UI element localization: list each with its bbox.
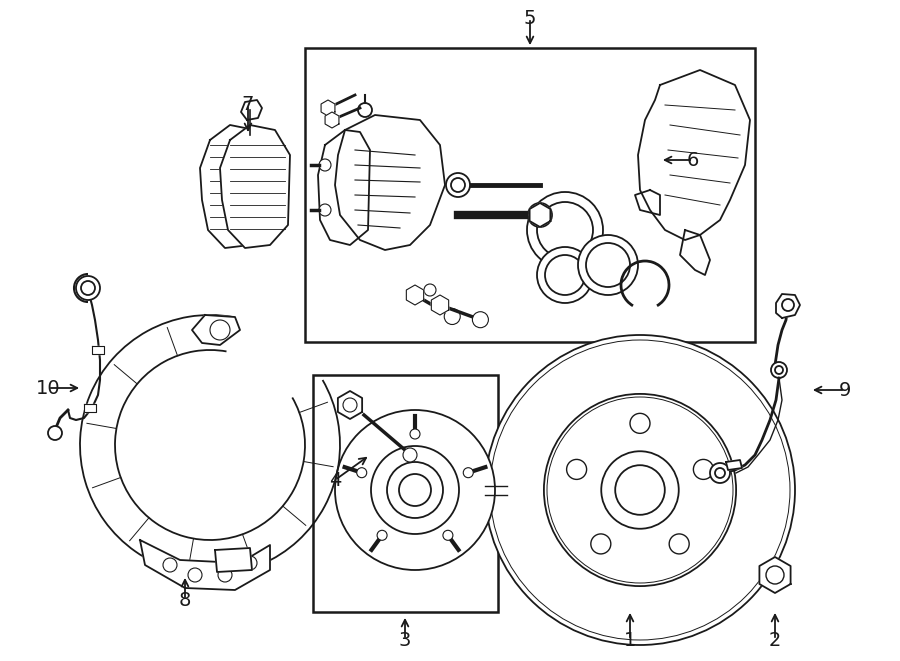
Circle shape bbox=[527, 192, 603, 268]
Circle shape bbox=[377, 530, 387, 540]
Text: 2: 2 bbox=[769, 631, 781, 650]
Polygon shape bbox=[680, 230, 710, 275]
Circle shape bbox=[399, 474, 431, 506]
Polygon shape bbox=[318, 130, 370, 245]
Polygon shape bbox=[140, 540, 270, 590]
Polygon shape bbox=[192, 315, 240, 345]
Circle shape bbox=[710, 463, 730, 483]
Circle shape bbox=[76, 276, 100, 300]
Polygon shape bbox=[215, 548, 252, 572]
Circle shape bbox=[446, 173, 470, 197]
Circle shape bbox=[48, 426, 62, 440]
Text: 7: 7 bbox=[242, 95, 254, 114]
Circle shape bbox=[771, 362, 787, 378]
Circle shape bbox=[424, 284, 436, 296]
Circle shape bbox=[472, 312, 489, 328]
Circle shape bbox=[410, 429, 420, 439]
Circle shape bbox=[371, 446, 459, 534]
Circle shape bbox=[356, 468, 366, 478]
Circle shape bbox=[358, 103, 372, 117]
Text: 1: 1 bbox=[624, 631, 636, 650]
Circle shape bbox=[451, 178, 465, 192]
Circle shape bbox=[715, 468, 725, 478]
Text: 8: 8 bbox=[179, 590, 191, 609]
Text: 5: 5 bbox=[524, 9, 536, 28]
Polygon shape bbox=[529, 203, 551, 227]
Polygon shape bbox=[638, 70, 750, 240]
Polygon shape bbox=[776, 294, 800, 318]
Polygon shape bbox=[220, 125, 290, 248]
Circle shape bbox=[670, 534, 689, 554]
Circle shape bbox=[443, 530, 453, 540]
Circle shape bbox=[578, 235, 638, 295]
Circle shape bbox=[775, 366, 783, 374]
Circle shape bbox=[630, 413, 650, 434]
Circle shape bbox=[445, 309, 460, 325]
Text: 9: 9 bbox=[839, 381, 851, 399]
Circle shape bbox=[544, 394, 736, 586]
Circle shape bbox=[601, 451, 679, 529]
Polygon shape bbox=[84, 404, 96, 412]
Polygon shape bbox=[92, 346, 104, 354]
Text: 4: 4 bbox=[328, 471, 341, 490]
Polygon shape bbox=[726, 460, 742, 470]
Circle shape bbox=[528, 203, 552, 227]
Circle shape bbox=[81, 281, 95, 295]
Circle shape bbox=[485, 335, 795, 645]
Polygon shape bbox=[635, 190, 660, 215]
Polygon shape bbox=[325, 112, 339, 128]
Circle shape bbox=[616, 465, 665, 515]
Circle shape bbox=[567, 459, 587, 479]
Bar bbox=[313, 375, 498, 612]
Polygon shape bbox=[200, 125, 270, 248]
Circle shape bbox=[387, 462, 443, 518]
Circle shape bbox=[537, 202, 593, 258]
Polygon shape bbox=[338, 391, 362, 419]
Text: 6: 6 bbox=[687, 151, 699, 169]
Text: 3: 3 bbox=[399, 631, 411, 650]
Circle shape bbox=[782, 299, 794, 311]
Text: 10: 10 bbox=[36, 379, 60, 397]
Polygon shape bbox=[241, 100, 262, 120]
Circle shape bbox=[693, 459, 714, 479]
Circle shape bbox=[319, 204, 331, 216]
Circle shape bbox=[586, 243, 630, 287]
Bar bbox=[305, 48, 755, 342]
Circle shape bbox=[590, 534, 611, 554]
Polygon shape bbox=[431, 295, 449, 315]
Circle shape bbox=[343, 398, 357, 412]
Circle shape bbox=[188, 568, 202, 582]
Circle shape bbox=[464, 468, 473, 478]
Polygon shape bbox=[760, 557, 790, 593]
Circle shape bbox=[319, 159, 331, 171]
Circle shape bbox=[163, 558, 177, 572]
Circle shape bbox=[537, 247, 593, 303]
Polygon shape bbox=[335, 115, 445, 250]
Polygon shape bbox=[321, 100, 335, 116]
Circle shape bbox=[218, 568, 232, 582]
Circle shape bbox=[403, 448, 417, 462]
Circle shape bbox=[545, 255, 585, 295]
Circle shape bbox=[766, 566, 784, 584]
Polygon shape bbox=[406, 285, 424, 305]
Circle shape bbox=[210, 320, 230, 340]
Circle shape bbox=[335, 410, 495, 570]
Circle shape bbox=[243, 556, 257, 570]
